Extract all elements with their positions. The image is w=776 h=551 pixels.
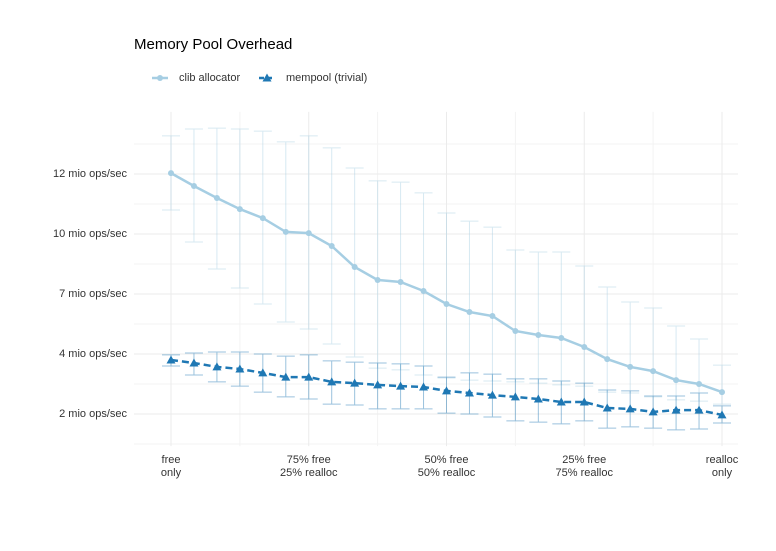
marker	[671, 405, 681, 414]
marker	[327, 377, 337, 386]
marker	[304, 372, 314, 381]
error-bar	[391, 181, 410, 371]
error-bar	[506, 249, 525, 383]
marker	[673, 377, 680, 384]
y-tick-label: 7 mio ops/sec	[59, 288, 127, 300]
marker	[305, 230, 312, 237]
marker	[168, 170, 174, 177]
legend-item: clib allocator	[152, 72, 240, 84]
x-tick-label: 25% free 75% realloc	[555, 454, 613, 479]
marker	[696, 381, 703, 387]
marker	[350, 378, 360, 387]
error-bar	[345, 167, 364, 358]
error-bar	[529, 251, 548, 384]
error-bar	[460, 220, 479, 381]
x-tick-label: 50% free 50% realloc	[417, 454, 476, 479]
marker	[512, 328, 519, 334]
marker	[420, 288, 427, 294]
marker	[464, 388, 474, 397]
error-bar	[598, 286, 617, 393]
error-bar	[690, 338, 709, 402]
marker	[535, 332, 542, 338]
marker	[581, 344, 588, 350]
series	[162, 351, 731, 431]
error-bar	[575, 265, 594, 387]
marker	[374, 277, 381, 283]
marker	[419, 382, 429, 391]
error-bar	[437, 212, 456, 379]
error-bar	[621, 301, 640, 394]
x-tick-label: realloc only	[705, 454, 739, 479]
legend-label: clib allocator	[179, 72, 240, 84]
marker	[443, 301, 450, 307]
marker	[166, 355, 176, 364]
marker	[213, 195, 220, 201]
error-bar	[368, 180, 387, 369]
marker	[556, 397, 566, 406]
error-bar	[483, 226, 502, 382]
legend-label: mempool (trivial)	[286, 72, 367, 84]
legend-marker	[157, 75, 163, 81]
error-bar	[414, 192, 433, 376]
error-bar	[667, 325, 686, 401]
marker	[235, 364, 245, 373]
marker	[717, 410, 727, 419]
marker	[281, 372, 291, 381]
marker	[190, 183, 197, 189]
marker	[466, 309, 473, 315]
marker	[282, 228, 289, 235]
error-bar	[552, 251, 571, 386]
marker	[487, 390, 497, 399]
marker	[489, 313, 496, 319]
marker	[396, 381, 406, 390]
marker	[212, 362, 222, 371]
y-tick-label: 12 mio ops/sec	[53, 168, 127, 180]
error-bar	[644, 307, 663, 398]
marker	[510, 392, 520, 401]
marker	[627, 363, 634, 370]
error-bar	[713, 364, 731, 405]
y-tick-label: 2 mio ops/sec	[59, 408, 127, 420]
marker	[259, 215, 266, 222]
marker	[648, 407, 658, 416]
y-tick-label: 4 mio ops/sec	[59, 348, 127, 360]
chart-title: Memory Pool Overhead	[134, 36, 292, 53]
marker	[579, 397, 589, 406]
marker	[533, 394, 543, 403]
marker	[236, 206, 243, 213]
marker	[650, 368, 657, 375]
series	[162, 127, 731, 405]
marker	[602, 403, 612, 412]
marker	[558, 335, 565, 341]
x-tick-label: 75% free 25% realloc	[280, 454, 338, 479]
marker	[604, 356, 611, 363]
marker	[694, 405, 704, 414]
marker	[351, 264, 358, 270]
x-tick-label: free only	[160, 454, 182, 479]
marker	[189, 358, 199, 367]
marker	[625, 404, 635, 413]
error-bar	[437, 376, 456, 414]
marker	[258, 368, 268, 377]
y-tick-label: 10 mio ops/sec	[53, 228, 127, 240]
marker	[442, 386, 451, 395]
marker	[373, 380, 383, 389]
legend-item: mempool (trivial)	[259, 72, 367, 84]
legend-marker	[262, 73, 272, 82]
marker	[719, 389, 725, 396]
marker	[397, 279, 404, 285]
marker	[328, 243, 335, 249]
